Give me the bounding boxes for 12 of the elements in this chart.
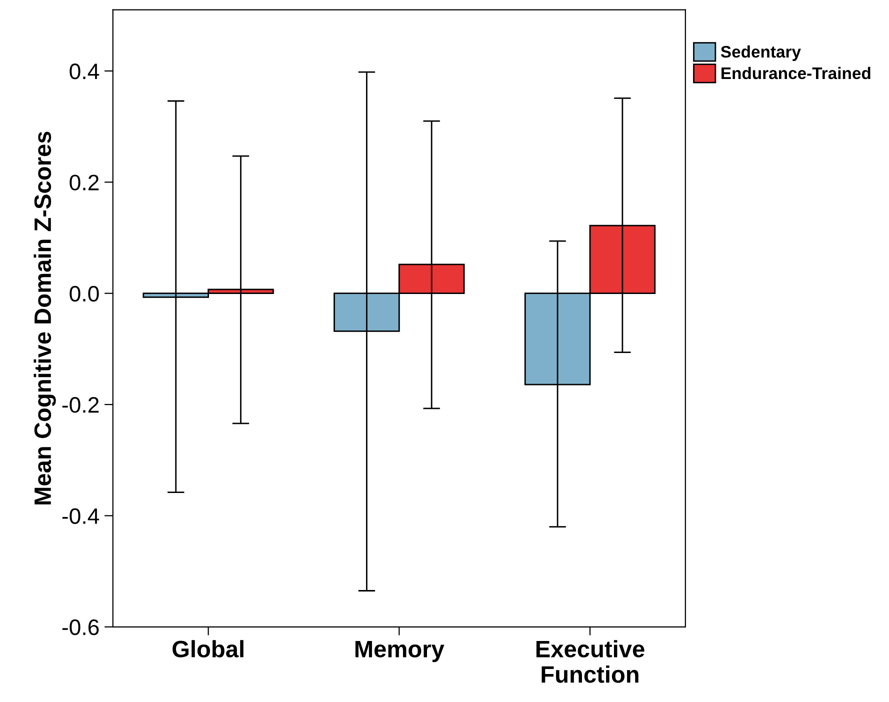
y-tick-label: -0.2 (62, 397, 99, 413)
y-tick-label: 0.4 (70, 64, 100, 80)
x-tick-label: Memory (355, 640, 444, 662)
y-axis-title: Mean Cognitive Domain Z-Scores (34, 132, 56, 504)
y-tick-label: 0.2 (70, 174, 99, 190)
y-tick-label: -0.6 (62, 619, 99, 636)
y-tick-label: -0.4 (62, 508, 100, 524)
y-tick-label: 0.0 (70, 286, 99, 302)
legend-label: Sedentary (720, 45, 801, 61)
legend-label: Endurance-Trained (722, 66, 870, 80)
x-tick-label: Global (172, 640, 244, 658)
x-tick-label: Executive Function (536, 640, 644, 683)
